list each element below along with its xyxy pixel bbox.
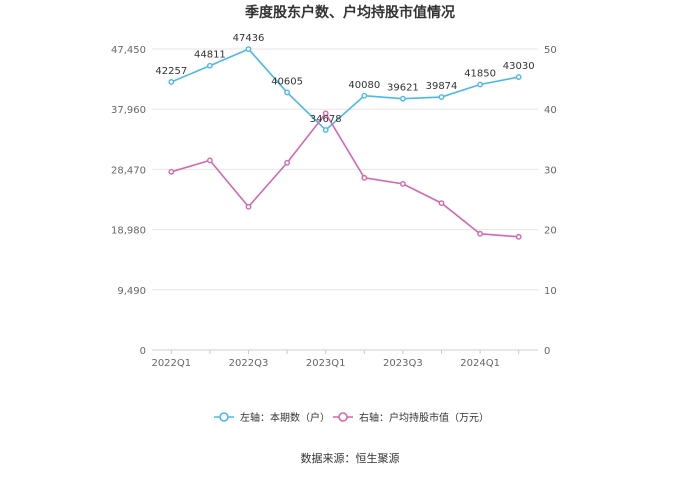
data-label: 43030 [503,61,535,72]
legend: 左轴：本期数（户） 右轴：户均持股市值（万元） [214,411,489,424]
series-point-1 [361,174,368,181]
series-point-0 [284,89,290,96]
data-label: 44811 [194,50,226,61]
series-point-0 [361,92,368,99]
legend-marker-0 [219,412,229,422]
data-source: 数据来源：恒生聚源 [301,451,400,465]
right-tick-label: 30 [544,165,557,176]
data-label: 34678 [310,114,342,125]
grid-layer [152,48,538,351]
right-tick-label: 0 [544,346,550,357]
chart-title: 季度股东户数、户均持股市值情况 [244,4,455,21]
data-label: 42257 [155,66,187,77]
series-point-1 [322,110,329,117]
series-point-0 [245,46,252,52]
legend-label-1: 右轴：户均持股市值（万元） [359,411,489,424]
left-tick-label: 9,490 [117,286,146,297]
right-tick-label: 10 [544,286,557,297]
x-tick-label: 2022Q1 [151,358,191,369]
axis-layer: 0 9,490 18,980 28,470 37,960 47,450 0 10 20 30 40 5… [111,45,557,369]
data-label: 40080 [348,80,380,91]
x-tick-label: 2022Q3 [229,358,269,369]
series-layer [168,46,522,240]
series-point-1 [206,157,213,164]
left-tick-label: 47,450 [111,45,146,56]
series-point-1 [245,203,252,210]
label-layer: 42257 44811 47436 40605 34678 40080 39621 39874… [155,33,534,125]
data-label: 39874 [426,81,458,92]
series-point-0 [322,127,329,133]
x-tick-label: 2024Q1 [460,358,500,369]
right-tick-label: 20 [544,226,557,237]
series-point-0 [168,79,175,85]
right-tick-label: 50 [544,45,557,56]
left-tick-label: 0 [140,346,146,357]
series-point-0 [206,62,213,69]
series-line-1 [171,112,519,238]
series-point-1 [399,180,406,187]
series-point-0 [515,74,522,80]
x-tick-label: 2023Q1 [306,358,346,369]
left-tick-label: 37,960 [111,105,146,116]
legend-marker-1 [338,412,348,422]
series-point-1 [438,200,445,207]
legend-label-0: 左轴：本期数（户） [240,411,330,424]
series-point-1 [515,233,522,240]
data-label: 40605 [271,76,303,87]
left-tick-label: 28,470 [111,165,146,176]
series-line-0 [170,48,519,132]
data-label: 41850 [464,69,496,80]
series-point-0 [399,95,406,102]
series-point-1 [168,168,175,175]
series-point-0 [477,81,483,88]
right-tick-label: 40 [544,105,557,116]
data-label: 39621 [387,83,419,94]
series-point-0 [438,94,445,100]
series-point-1 [284,159,290,166]
series-point-1 [477,230,483,237]
x-tick-label: 2023Q3 [383,358,423,369]
left-tick-label: 18,980 [111,226,146,237]
data-label: 47436 [233,33,265,44]
